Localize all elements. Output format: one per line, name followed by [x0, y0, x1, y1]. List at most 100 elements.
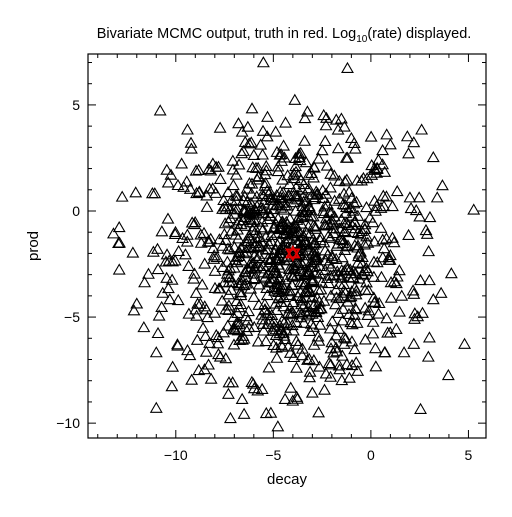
sample-point	[242, 304, 255, 317]
sample-point	[250, 173, 264, 185]
sample-point	[277, 300, 291, 312]
sample-point	[286, 270, 300, 282]
sample-point	[280, 218, 294, 230]
sample-point	[430, 191, 444, 203]
sample-point	[256, 56, 270, 68]
sample-point	[305, 166, 318, 178]
sample-point	[239, 204, 252, 216]
sample-point	[247, 290, 261, 302]
sample-point	[213, 282, 227, 294]
sample-point	[283, 285, 297, 297]
sample-point	[304, 272, 318, 284]
sample-point	[348, 222, 362, 234]
sample-point	[349, 288, 363, 300]
sample-point	[319, 119, 333, 131]
sample-point	[290, 237, 304, 249]
sample-point	[269, 297, 283, 309]
sample-point	[196, 321, 210, 333]
sample-point	[351, 364, 365, 376]
sample-point	[204, 232, 218, 244]
sample-point	[217, 193, 231, 206]
sample-point	[283, 177, 296, 190]
sample-point	[153, 104, 167, 116]
sample-point	[246, 223, 260, 235]
sample-point	[188, 267, 201, 279]
sample-point	[302, 352, 316, 364]
sample-point	[395, 289, 409, 301]
sample-point	[329, 252, 343, 264]
sample-point	[271, 160, 285, 172]
sample-point	[256, 187, 269, 199]
sample-point	[242, 229, 256, 241]
sample-point	[221, 387, 235, 399]
sample-point	[172, 244, 186, 257]
sample-point	[358, 218, 372, 230]
sample-point	[222, 288, 236, 300]
sample-point	[324, 206, 338, 218]
sample-point	[199, 329, 212, 341]
sample-point	[183, 182, 197, 194]
sample-point	[328, 298, 342, 310]
sample-point	[170, 338, 184, 350]
sample-point	[365, 168, 379, 180]
sample-point	[259, 159, 273, 171]
sample-point	[320, 271, 334, 284]
sample-point	[286, 324, 300, 336]
sample-point	[305, 386, 319, 398]
sample-point	[256, 124, 270, 136]
sample-point	[355, 257, 369, 269]
sample-point	[309, 237, 323, 249]
sample-point	[233, 317, 247, 329]
sample-point	[273, 319, 287, 331]
sample-point	[270, 145, 284, 157]
sample-point	[256, 148, 270, 160]
sample-point	[146, 245, 160, 257]
sample-point	[337, 337, 351, 349]
sample-point	[366, 315, 380, 327]
sample-point	[408, 307, 422, 319]
sample-point	[370, 256, 384, 268]
sample-point	[228, 253, 242, 265]
sample-point	[222, 376, 236, 388]
sample-point	[295, 256, 308, 268]
sample-point	[228, 207, 242, 219]
sample-point	[332, 192, 346, 204]
sample-point	[383, 253, 397, 265]
sample-point	[336, 197, 350, 210]
sample-point	[415, 123, 429, 135]
sample-point	[307, 236, 321, 248]
sample-point	[267, 280, 281, 292]
sample-point	[303, 227, 317, 239]
sample-point	[267, 315, 281, 327]
sample-point	[227, 310, 241, 322]
sample-point	[204, 164, 218, 176]
sample-point	[270, 351, 284, 363]
sample-point	[358, 222, 372, 234]
sample-point	[407, 337, 421, 349]
sample-point	[272, 235, 286, 247]
sample-point	[273, 247, 287, 259]
sample-point	[171, 178, 185, 191]
sample-point	[271, 420, 285, 432]
sample-point	[312, 152, 326, 164]
sample-point	[259, 176, 273, 189]
sample-point	[276, 313, 290, 325]
sample-point	[397, 346, 411, 358]
sample-point	[318, 263, 332, 275]
plot-frame	[87, 53, 487, 439]
sample-point	[434, 286, 448, 298]
sample-point	[206, 241, 220, 254]
sample-point	[160, 163, 174, 175]
sample-point	[273, 148, 287, 160]
sample-point	[247, 148, 261, 161]
sample-point	[244, 261, 258, 273]
sample-point	[258, 179, 272, 191]
sample-point	[161, 281, 175, 294]
sample-point	[151, 262, 165, 275]
sample-point	[199, 345, 213, 357]
sample-point	[112, 220, 126, 233]
sample-point	[351, 209, 365, 221]
sample-point	[231, 232, 245, 244]
